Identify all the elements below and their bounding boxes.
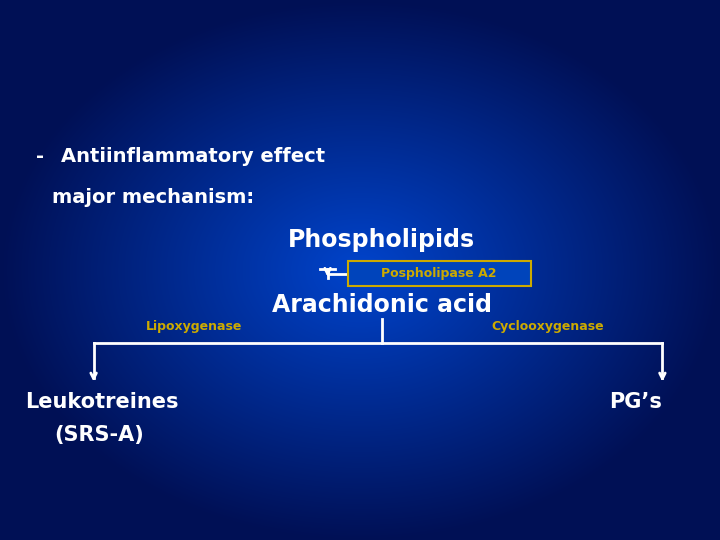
Text: Lipoxygenase: Lipoxygenase [146,320,243,333]
Text: -: - [36,147,44,166]
Text: Arachidonic acid: Arachidonic acid [271,293,492,317]
Text: Leukotreines: Leukotreines [25,392,179,413]
Text: major mechanism:: major mechanism: [52,187,254,207]
Text: (SRS-A): (SRS-A) [54,424,144,445]
Text: Pospholipase A2: Pospholipase A2 [382,267,497,280]
FancyBboxPatch shape [348,261,531,286]
Text: PG’s: PG’s [610,392,662,413]
Text: Antiinflammatory effect: Antiinflammatory effect [61,147,325,166]
Text: Phospholipids: Phospholipids [288,228,475,252]
Text: Cyclooxygenase: Cyclooxygenase [491,320,603,333]
